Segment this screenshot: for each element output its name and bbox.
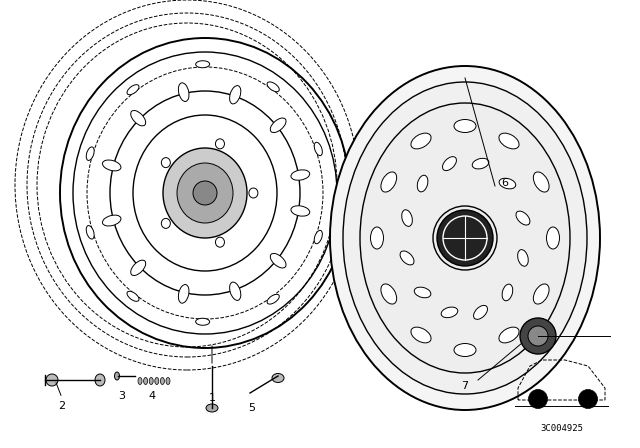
Ellipse shape [343,82,587,394]
Ellipse shape [272,374,284,383]
Circle shape [437,210,493,266]
Ellipse shape [267,294,279,304]
Ellipse shape [270,254,286,268]
Ellipse shape [417,175,428,192]
Ellipse shape [502,284,513,301]
Ellipse shape [230,86,241,104]
Ellipse shape [95,374,105,386]
Ellipse shape [330,66,600,410]
Text: 6: 6 [502,178,509,188]
Ellipse shape [131,260,146,276]
Text: 3C004925: 3C004925 [541,423,584,432]
Ellipse shape [499,178,516,189]
Ellipse shape [516,211,530,225]
Ellipse shape [291,170,310,180]
Ellipse shape [381,284,397,304]
Ellipse shape [454,120,476,133]
Ellipse shape [131,111,146,126]
Ellipse shape [166,378,170,384]
Ellipse shape [102,160,121,171]
Text: 4: 4 [148,391,156,401]
Circle shape [529,389,547,409]
Ellipse shape [115,372,120,380]
Ellipse shape [518,250,528,266]
Ellipse shape [411,133,431,149]
Ellipse shape [400,251,414,265]
Ellipse shape [474,306,488,319]
Ellipse shape [138,378,142,384]
Ellipse shape [442,157,456,171]
Ellipse shape [533,172,549,192]
Ellipse shape [161,158,170,168]
Ellipse shape [86,226,94,239]
Text: 3: 3 [118,391,125,401]
Ellipse shape [499,133,519,149]
Text: 2: 2 [58,401,65,411]
Ellipse shape [86,147,94,160]
Ellipse shape [149,378,153,384]
Ellipse shape [441,307,458,318]
Circle shape [520,318,556,354]
Ellipse shape [454,344,476,357]
Ellipse shape [179,284,189,303]
Ellipse shape [499,327,519,343]
Ellipse shape [381,172,397,192]
Ellipse shape [472,158,489,169]
Circle shape [579,389,598,409]
Ellipse shape [533,284,549,304]
Circle shape [528,326,548,346]
Text: 7: 7 [461,381,468,391]
Ellipse shape [161,218,170,228]
Text: 1: 1 [209,393,216,403]
Ellipse shape [196,61,210,68]
Ellipse shape [127,291,139,302]
Ellipse shape [143,378,148,384]
Ellipse shape [371,227,383,249]
Ellipse shape [267,82,279,92]
Ellipse shape [102,215,121,226]
Ellipse shape [249,188,258,198]
Circle shape [193,181,217,205]
Ellipse shape [291,206,310,216]
Ellipse shape [127,85,139,95]
Ellipse shape [163,148,247,238]
Ellipse shape [196,318,210,325]
Ellipse shape [414,287,431,298]
Ellipse shape [270,118,286,133]
Ellipse shape [216,139,225,149]
Ellipse shape [411,327,431,343]
Circle shape [46,374,58,386]
Ellipse shape [360,103,570,373]
Ellipse shape [230,282,241,301]
Ellipse shape [314,230,323,244]
Ellipse shape [206,404,218,412]
Ellipse shape [314,142,323,155]
Ellipse shape [155,378,159,384]
Ellipse shape [547,227,559,249]
Ellipse shape [177,163,233,223]
Ellipse shape [179,83,189,102]
Ellipse shape [216,237,225,247]
Text: 5: 5 [248,403,255,413]
Ellipse shape [161,378,164,384]
Ellipse shape [402,210,412,226]
